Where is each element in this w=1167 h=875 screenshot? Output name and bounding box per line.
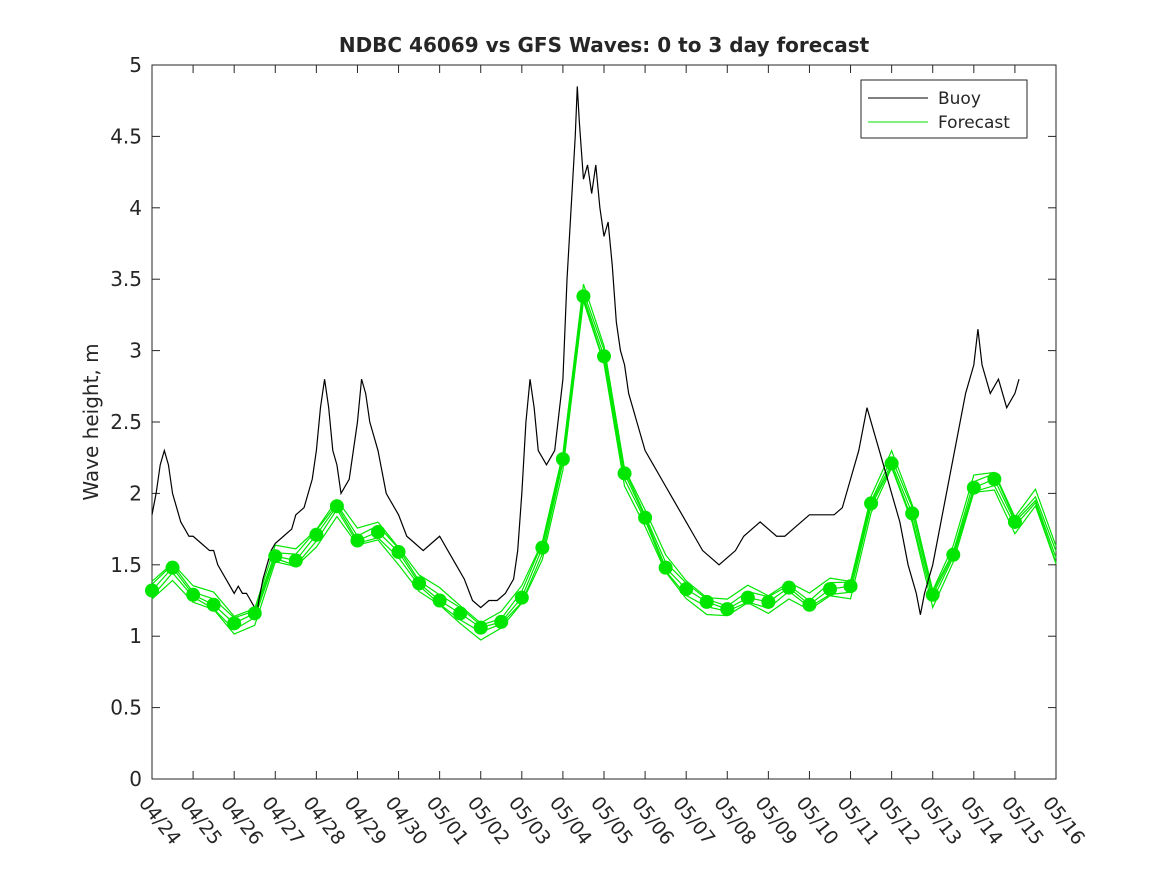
forecast-marker (514, 590, 529, 605)
y-axis: 0 0.5 1 1.5 2 2.5 3 3.5 4 4.5 5 (110, 53, 1056, 791)
y-tick-label: 4 (129, 196, 142, 220)
y-tick-label: 0 (129, 767, 142, 791)
x-tick-label: 04/25 (175, 793, 226, 850)
forecast-marker (638, 510, 653, 525)
forecast-marker (679, 582, 694, 597)
forecast-marker (658, 560, 673, 575)
forecast-marker (617, 466, 632, 481)
forecast-marker (535, 540, 550, 555)
forecast-marker (247, 606, 262, 621)
forecast-marker (761, 594, 776, 609)
forecast-marker (740, 590, 755, 605)
forecast-marker (227, 616, 242, 631)
forecast-marker (843, 579, 858, 594)
forecast-marker (925, 587, 940, 602)
y-tick-label: 1.5 (110, 553, 142, 577)
x-tick-label: 05/03 (504, 793, 555, 850)
y-tick-label: 2 (129, 481, 142, 505)
x-tick-label: 05/02 (463, 793, 514, 850)
chart-title: NDBC 46069 vs GFS Waves: 0 to 3 day fore… (339, 33, 870, 57)
x-tick-label: 05/09 (750, 793, 801, 850)
forecast-marker (309, 527, 324, 542)
forecast-marker (781, 580, 796, 595)
marker-layer (145, 289, 1022, 635)
forecast-marker (268, 549, 283, 564)
y-tick-label: 2.5 (110, 410, 142, 434)
forecast-marker (884, 456, 899, 471)
forecast-marker (555, 452, 570, 467)
forecast-marker (597, 349, 611, 364)
forecast-marker (329, 499, 344, 514)
legend-box (860, 79, 1028, 139)
x-tick-label: 05/08 (709, 793, 760, 850)
forecast-marker (823, 582, 837, 597)
forecast-marker (946, 547, 961, 562)
x-tick-label: 05/10 (792, 793, 843, 850)
x-tick-label: 04/28 (298, 793, 349, 850)
x-tick-label: 05/01 (422, 793, 473, 850)
y-tick-label: 3.5 (110, 267, 142, 291)
forecast-marker (699, 594, 714, 609)
x-tick-label: 04/30 (381, 793, 432, 850)
legend-label-forecast: Forecast (938, 113, 1010, 133)
x-tick-label: 05/04 (545, 793, 596, 850)
forecast-marker (453, 606, 468, 621)
x-tick-label: 05/13 (915, 793, 966, 850)
x-tick-label: 05/12 (874, 793, 925, 850)
forecast-marker (432, 593, 447, 608)
buoy-line (151, 86, 1020, 615)
forecast-marker (494, 614, 509, 629)
y-tick-label: 3 (129, 339, 142, 363)
x-tick-label: 05/05 (586, 793, 637, 850)
forecast-marker (145, 583, 159, 598)
forecast-marker (905, 506, 920, 521)
legend: Buoy Forecast (860, 79, 1028, 139)
x-tick-label: 05/07 (668, 793, 719, 850)
forecast-marker (864, 496, 879, 511)
forecast-marker (350, 533, 365, 548)
y-tick-label: 5 (129, 53, 142, 77)
x-tick-label: 04/29 (340, 793, 391, 850)
x-tick-label: 05/14 (956, 793, 1007, 850)
forecast-marker (720, 602, 735, 617)
forecast-marker (576, 289, 591, 304)
forecast-marker (371, 524, 385, 539)
y-tick-label: 0.5 (110, 696, 142, 720)
forecast-run-line (151, 283, 1057, 624)
plot-area (151, 64, 1057, 780)
legend-label-buoy: Buoy (938, 89, 981, 109)
forecast-marker (288, 553, 303, 568)
forecast-marker (802, 597, 817, 612)
y-axis-label: Wave height, m (79, 343, 103, 500)
forecast-marker (206, 597, 221, 612)
x-tick-label: 05/11 (833, 793, 884, 850)
x-tick-label: 05/16 (1038, 793, 1089, 850)
x-tick-label: 04/26 (216, 793, 267, 850)
forecast-marker (412, 576, 427, 591)
x-tick-label: 05/06 (627, 793, 678, 850)
y-tick-label: 1 (129, 624, 142, 648)
y-tick-label: 4.5 (110, 124, 142, 148)
x-tick-label: 04/24 (134, 793, 185, 850)
forecast-marker (1007, 514, 1022, 529)
forecast-marker (473, 620, 488, 635)
forecast-marker (186, 587, 201, 602)
forecast-marker (165, 560, 180, 575)
forecast-marker (391, 544, 406, 559)
forecast-marker (966, 480, 981, 495)
x-tick-label: 04/27 (257, 793, 308, 850)
x-tick-label: 05/15 (997, 793, 1048, 850)
forecast-marker (987, 472, 1002, 487)
